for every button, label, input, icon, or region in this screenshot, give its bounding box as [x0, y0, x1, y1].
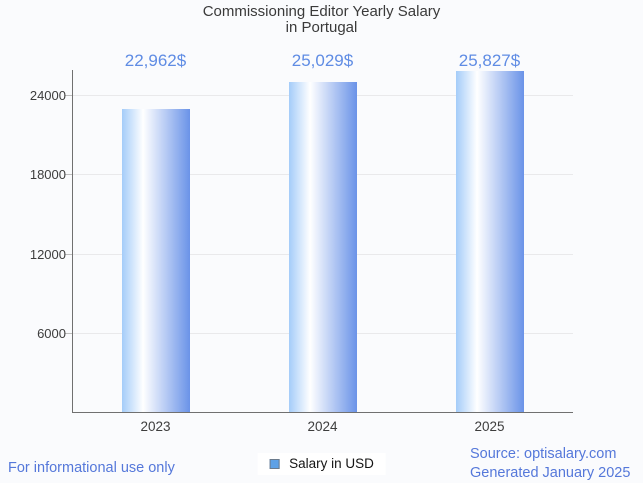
y-axis-label: 18000 — [29, 167, 66, 183]
y-axis-tick — [65, 332, 72, 334]
y-axis-label: 12000 — [29, 246, 66, 262]
generated-line: Generated January 2025 — [470, 464, 631, 481]
bar[interactable] — [455, 70, 524, 412]
legend-label: Salary in USD — [289, 456, 374, 471]
bar-value-label: 25,029$ — [291, 51, 354, 70]
x-axis-label: 2025 — [474, 419, 505, 434]
y-axis-label: 24000 — [29, 88, 66, 104]
bar-value-label: 25,827$ — [458, 51, 521, 70]
bar-value-label: 22,962$ — [124, 51, 187, 70]
disclaimer-text: For informational use only — [8, 460, 175, 476]
source-line: Source: optisalary.com — [470, 446, 617, 462]
bar[interactable] — [121, 108, 190, 412]
bar[interactable] — [288, 81, 357, 412]
x-axis-line — [72, 412, 573, 413]
y-axis-tick — [65, 253, 72, 255]
y-axis-tick — [65, 174, 72, 176]
y-axis-tick — [65, 95, 72, 97]
y-axis-label: 6000 — [37, 325, 66, 341]
chart-title-line2: in Portugal — [285, 19, 358, 36]
x-axis-label: 2023 — [140, 419, 171, 434]
y-axis-line — [72, 70, 73, 412]
legend-marker-square — [269, 458, 280, 469]
chart-title: Commissioning Editor Yearly Salary in Po… — [0, 4, 643, 36]
chart-title-line1: Commissioning Editor Yearly Salary — [202, 3, 441, 20]
x-axis-label: 2024 — [307, 419, 338, 434]
legend: Salary in USD — [257, 453, 386, 475]
source-attribution: Source: optisalary.com Generated January… — [470, 445, 630, 482]
